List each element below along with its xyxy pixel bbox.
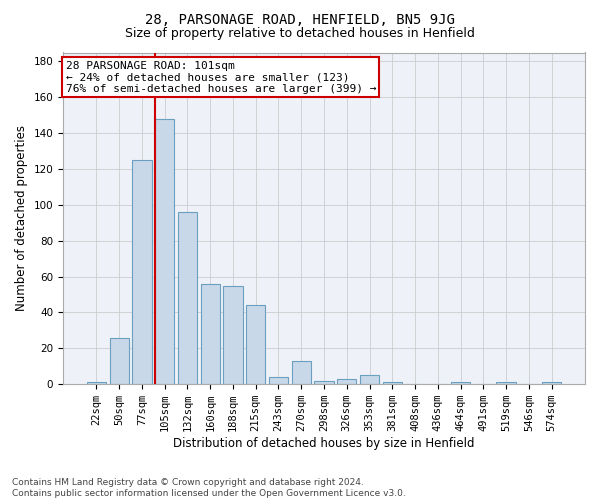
Bar bbox=[178, 212, 197, 384]
Bar bbox=[451, 382, 470, 384]
Bar bbox=[132, 160, 152, 384]
Text: Size of property relative to detached houses in Henfield: Size of property relative to detached ho… bbox=[125, 28, 475, 40]
Text: 28, PARSONAGE ROAD, HENFIELD, BN5 9JG: 28, PARSONAGE ROAD, HENFIELD, BN5 9JG bbox=[145, 12, 455, 26]
Bar bbox=[337, 379, 356, 384]
Bar bbox=[110, 338, 129, 384]
Bar bbox=[542, 382, 561, 384]
Y-axis label: Number of detached properties: Number of detached properties bbox=[15, 126, 28, 312]
Bar bbox=[360, 376, 379, 384]
Bar bbox=[292, 361, 311, 384]
Bar bbox=[200, 284, 220, 384]
Bar bbox=[155, 119, 175, 384]
Bar bbox=[314, 380, 334, 384]
Bar bbox=[269, 377, 288, 384]
Bar bbox=[383, 382, 402, 384]
X-axis label: Distribution of detached houses by size in Henfield: Distribution of detached houses by size … bbox=[173, 437, 475, 450]
Bar bbox=[87, 382, 106, 384]
Bar bbox=[496, 382, 516, 384]
Text: 28 PARSONAGE ROAD: 101sqm
← 24% of detached houses are smaller (123)
76% of semi: 28 PARSONAGE ROAD: 101sqm ← 24% of detac… bbox=[65, 61, 376, 94]
Bar bbox=[246, 306, 265, 384]
Text: Contains HM Land Registry data © Crown copyright and database right 2024.
Contai: Contains HM Land Registry data © Crown c… bbox=[12, 478, 406, 498]
Bar bbox=[223, 286, 242, 384]
